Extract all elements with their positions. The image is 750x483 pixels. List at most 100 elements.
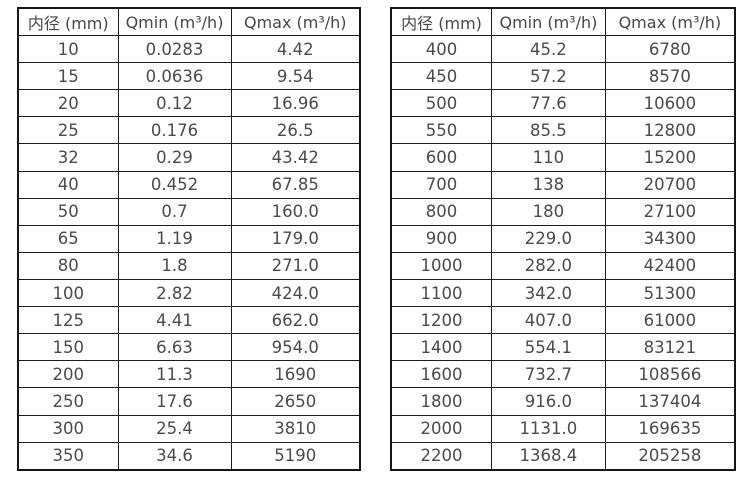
- qmin-cell: 229.0: [491, 224, 606, 253]
- inner-diameter-cell: 800: [390, 197, 493, 226]
- table-row: 1400 554.1 83121: [390, 333, 736, 362]
- header-row: 内径 (mm) Qmin (m³/h) Qmax (m³/h): [17, 7, 361, 36]
- qmax-cell: 4.42: [230, 34, 361, 64]
- table-row: 65 1.19 179.0: [17, 224, 361, 253]
- inner-diameter-cell: 500: [390, 89, 493, 118]
- inner-diameter-cell: 300: [17, 414, 119, 443]
- inner-diameter-cell: 10: [17, 34, 119, 64]
- qmax-cell: 271.0: [230, 251, 361, 280]
- qmin-cell: 6.63: [117, 333, 232, 362]
- qmin-cell: 0.12: [117, 89, 232, 118]
- column-header-qmin: Qmin (m³/h): [491, 7, 606, 36]
- table-row: 2000 1131.0 169635: [390, 414, 736, 443]
- qmax-cell: 16.96: [230, 89, 361, 118]
- qmax-cell: 10600: [604, 89, 736, 118]
- qmin-cell: 17.6: [117, 387, 232, 416]
- table-row: 150 6.63 954.0: [17, 333, 361, 362]
- column-header-qmax: Qmax (m³/h): [604, 7, 736, 36]
- qmax-cell: 179.0: [230, 224, 361, 253]
- qmax-cell: 108566: [604, 360, 736, 389]
- table-row: 1000 282.0 42400: [390, 251, 736, 280]
- inner-diameter-cell: 700: [390, 170, 493, 199]
- inner-diameter-cell: 125: [17, 306, 119, 335]
- inner-diameter-cell: 250: [17, 387, 119, 416]
- qmax-cell: 954.0: [230, 333, 361, 362]
- inner-diameter-cell: 200: [17, 360, 119, 389]
- inner-diameter-cell: 1400: [390, 333, 493, 362]
- qmin-cell: 342.0: [491, 278, 606, 308]
- qmin-cell: 0.7: [117, 197, 232, 226]
- qmin-cell: 45.2: [491, 34, 606, 64]
- inner-diameter-cell: 1600: [390, 360, 493, 389]
- qmin-cell: 1.8: [117, 251, 232, 280]
- inner-diameter-cell: 150: [17, 333, 119, 362]
- qmin-cell: 1131.0: [491, 414, 606, 443]
- inner-diameter-cell: 50: [17, 197, 119, 226]
- inner-diameter-cell: 80: [17, 251, 119, 280]
- inner-diameter-cell: 350: [17, 441, 119, 471]
- qmin-cell: 554.1: [491, 333, 606, 362]
- inner-diameter-cell: 1800: [390, 387, 493, 416]
- table-row: 32 0.29 43.42: [17, 143, 361, 172]
- table-row: 50 0.7 160.0: [17, 197, 361, 226]
- table-row: 450 57.2 8570: [390, 62, 736, 91]
- inner-diameter-cell: 25: [17, 116, 119, 145]
- table-row: 800 180 27100: [390, 197, 736, 226]
- qmax-cell: 43.42: [230, 143, 361, 172]
- table-row: 100 2.82 424.0: [17, 278, 361, 308]
- inner-diameter-cell: 1100: [390, 278, 493, 308]
- qmin-cell: 25.4: [117, 414, 232, 443]
- table-row: 1200 407.0 61000: [390, 306, 736, 335]
- qmin-cell: 1.19: [117, 224, 232, 253]
- qmin-cell: 34.6: [117, 441, 232, 471]
- inner-diameter-cell: 65: [17, 224, 119, 253]
- qmax-cell: 15200: [604, 143, 736, 172]
- qmin-cell: 110: [491, 143, 606, 172]
- qmin-cell: 2.82: [117, 278, 232, 308]
- flow-table-large-diameters: 内径 (mm) Qmin (m³/h) Qmax (m³/h) 400 45.2 6780…: [390, 7, 736, 471]
- qmax-cell: 424.0: [230, 278, 361, 308]
- table-row: 1600 732.7 108566: [390, 360, 736, 389]
- inner-diameter-cell: 1200: [390, 306, 493, 335]
- table-row: 300 25.4 3810: [17, 414, 361, 443]
- qmax-cell: 34300: [604, 224, 736, 253]
- inner-diameter-cell: 2200: [390, 441, 493, 471]
- table-row: 200 11.3 1690: [17, 360, 361, 389]
- table-row: 250 17.6 2650: [17, 387, 361, 416]
- inner-diameter-cell: 32: [17, 143, 119, 172]
- table-row: 350 34.6 5190: [17, 441, 361, 471]
- inner-diameter-cell: 100: [17, 278, 119, 308]
- qmin-cell: 77.6: [491, 89, 606, 118]
- table-row: 900 229.0 34300: [390, 224, 736, 253]
- flow-table-small-diameters: 内径 (mm) Qmin (m³/h) Qmax (m³/h) 10 0.0283 4.4…: [17, 7, 361, 471]
- table-row: 1800 916.0 137404: [390, 387, 736, 416]
- table-row: 550 85.5 12800: [390, 116, 736, 145]
- qmin-cell: 11.3: [117, 360, 232, 389]
- qmin-cell: 0.29: [117, 143, 232, 172]
- header-row: 内径 (mm) Qmin (m³/h) Qmax (m³/h): [390, 7, 736, 36]
- qmin-cell: 4.41: [117, 306, 232, 335]
- table-row: 125 4.41 662.0: [17, 306, 361, 335]
- table-row: 500 77.6 10600: [390, 89, 736, 118]
- qmin-cell: 0.0283: [117, 34, 232, 64]
- qmax-cell: 26.5: [230, 116, 361, 145]
- qmax-cell: 67.85: [230, 170, 361, 199]
- qmax-cell: 51300: [604, 278, 736, 308]
- qmin-cell: 916.0: [491, 387, 606, 416]
- table-row: 700 138 20700: [390, 170, 736, 199]
- column-header-inner-diameter: 内径 (mm): [17, 7, 119, 36]
- inner-diameter-cell: 20: [17, 89, 119, 118]
- qmax-cell: 205258: [604, 441, 736, 471]
- qmax-cell: 2650: [230, 387, 361, 416]
- qmin-cell: 1368.4: [491, 441, 606, 471]
- qmax-cell: 3810: [230, 414, 361, 443]
- qmin-cell: 282.0: [491, 251, 606, 280]
- table-row: 1100 342.0 51300: [390, 278, 736, 308]
- inner-diameter-cell: 450: [390, 62, 493, 91]
- qmin-cell: 0.176: [117, 116, 232, 145]
- inner-diameter-cell: 15: [17, 62, 119, 91]
- table-row: 15 0.0636 9.54: [17, 62, 361, 91]
- column-header-qmin: Qmin (m³/h): [117, 7, 232, 36]
- inner-diameter-cell: 550: [390, 116, 493, 145]
